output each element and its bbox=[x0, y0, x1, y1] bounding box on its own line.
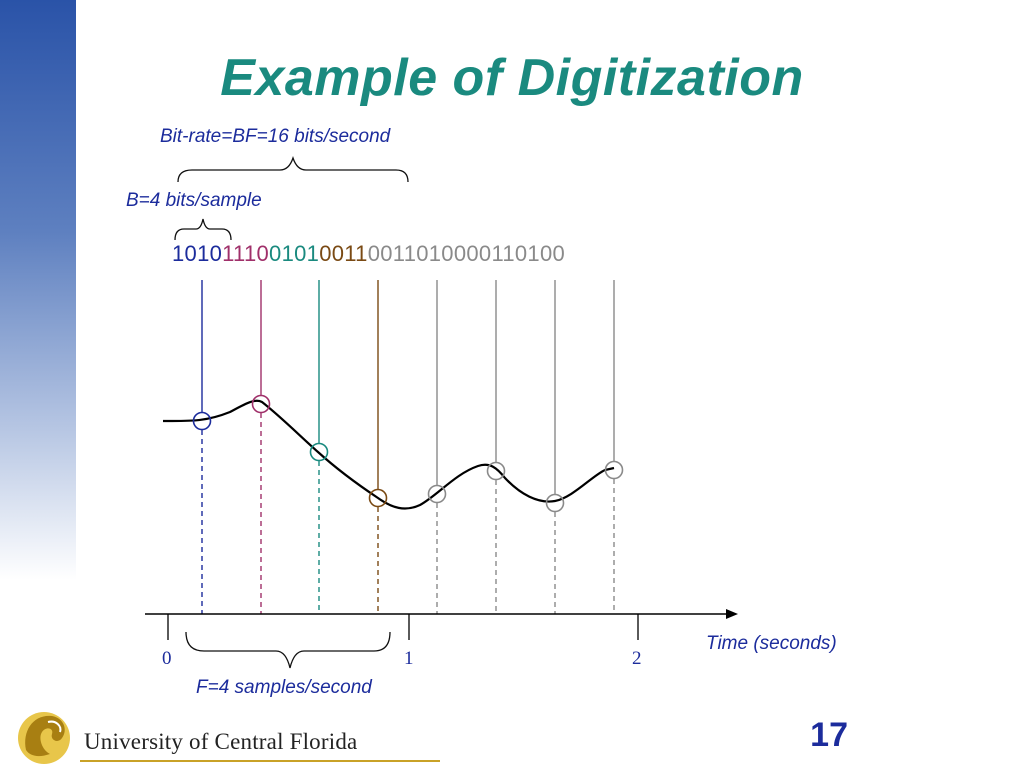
time-axis-label: Time (seconds) bbox=[706, 633, 837, 654]
logo-underline bbox=[80, 760, 440, 762]
bitstream-group-3: 0101 bbox=[269, 241, 320, 266]
sample-point-3 bbox=[309, 442, 329, 462]
bitstream-group-2: 1110 bbox=[222, 241, 270, 266]
time-axis-arrowhead bbox=[726, 609, 738, 619]
bitstream: 10101110010100110011010000110100 bbox=[172, 241, 565, 267]
samples-per-second-label: F=4 samples/second bbox=[196, 677, 372, 698]
time-tick-label-0: 0 bbox=[162, 648, 172, 669]
sample-point-4 bbox=[368, 488, 388, 508]
bits-per-sample-brace bbox=[174, 218, 232, 241]
analog-signal-curve bbox=[162, 399, 615, 510]
university-name: University of Central Florida bbox=[84, 729, 358, 754]
ucf-logo bbox=[18, 712, 440, 764]
sample-point-8 bbox=[604, 460, 624, 480]
bitrate-brace bbox=[177, 155, 409, 183]
page-number: 17 bbox=[810, 716, 848, 754]
bitrate-label: Bit-rate=BF=16 bits/second bbox=[160, 126, 391, 147]
sample-point-5 bbox=[427, 484, 447, 504]
bitstream-group-rest: 0011010000110100 bbox=[367, 241, 566, 266]
bitstream-group-4: 0011 bbox=[319, 241, 368, 266]
pegasus-logo-icon bbox=[18, 712, 70, 764]
sample-point-1 bbox=[192, 411, 212, 431]
sample-point-7 bbox=[545, 493, 565, 513]
left-gradient-band bbox=[0, 0, 76, 580]
sample-point-2 bbox=[251, 394, 271, 414]
slide-title: Example of Digitization bbox=[220, 49, 804, 107]
time-tick-label-2: 2 bbox=[632, 648, 642, 669]
samples-per-second-brace bbox=[185, 631, 391, 669]
bitstream-group-1: 1010 bbox=[172, 241, 223, 266]
time-tick-label-1: 1 bbox=[404, 648, 414, 669]
sample-point-6 bbox=[486, 461, 506, 481]
bits-per-sample-label: B=4 bits/sample bbox=[126, 190, 262, 211]
